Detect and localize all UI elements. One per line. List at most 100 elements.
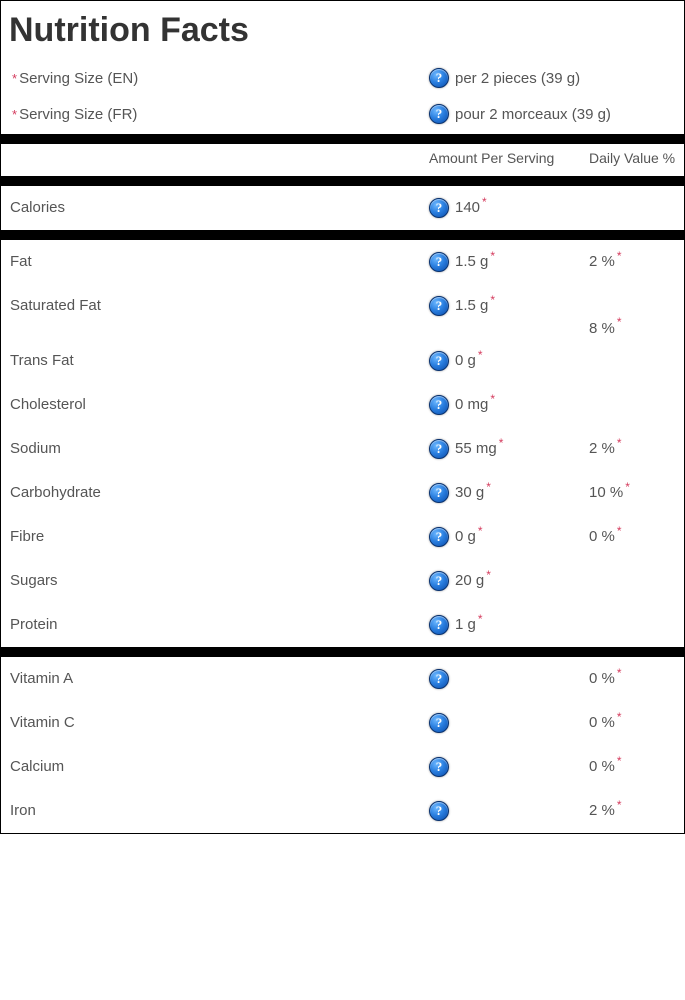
serving-en-label: Serving Size (EN) bbox=[19, 70, 138, 87]
help-icon[interactable]: ? bbox=[429, 669, 449, 689]
asterisk-icon: * bbox=[625, 480, 630, 494]
fibre-dv: 0 % bbox=[589, 528, 615, 545]
help-icon[interactable]: ? bbox=[429, 104, 449, 124]
separator-thick bbox=[1, 176, 684, 186]
nutrition-facts-panel: Nutrition Facts * Serving Size (EN) ? pe… bbox=[0, 0, 685, 834]
satfat-amount: 1.5 g bbox=[455, 297, 488, 314]
amount-header: Amount Per Serving bbox=[429, 150, 589, 168]
asterisk-icon: * bbox=[490, 293, 495, 307]
separator-thick bbox=[1, 134, 684, 144]
protein-row: Protein ? 1 g * bbox=[1, 603, 684, 647]
fat-dv: 2 % bbox=[589, 253, 615, 270]
separator-thick bbox=[1, 647, 684, 657]
asterisk-icon: * bbox=[478, 348, 483, 362]
sodium-dv: 2 % bbox=[589, 440, 615, 457]
serving-fr-value: pour 2 morceaux (39 g) bbox=[455, 106, 611, 123]
fibre-row: Fibre ? 0 g * 0 % * bbox=[1, 515, 684, 559]
asterisk-icon: * bbox=[490, 249, 495, 263]
asterisk-icon: * bbox=[617, 798, 622, 812]
vitc-row: Vitamin C ? 0 % * bbox=[1, 701, 684, 745]
cholesterol-label: Cholesterol bbox=[10, 396, 86, 413]
asterisk-icon: * bbox=[490, 392, 495, 406]
vitc-dv: 0 % bbox=[589, 714, 615, 731]
vita-dv: 0 % bbox=[589, 670, 615, 687]
carb-label: Carbohydrate bbox=[10, 484, 101, 501]
fat-amount: 1.5 g bbox=[455, 253, 488, 270]
help-icon[interactable]: ? bbox=[429, 439, 449, 459]
asterisk-icon: * bbox=[12, 107, 17, 122]
asterisk-icon: * bbox=[617, 315, 622, 329]
protein-amount: 1 g bbox=[455, 616, 476, 633]
help-icon[interactable]: ? bbox=[429, 296, 449, 316]
transfat-label: Trans Fat bbox=[10, 352, 74, 369]
sugars-amount: 20 g bbox=[455, 572, 484, 589]
asterisk-icon: * bbox=[617, 754, 622, 768]
satfat-dv: 8 % bbox=[589, 320, 615, 337]
carb-row: Carbohydrate ? 30 g * 10 % * bbox=[1, 471, 684, 515]
sodium-label: Sodium bbox=[10, 440, 61, 457]
dv-header: Daily Value % bbox=[589, 150, 676, 168]
asterisk-icon: * bbox=[617, 436, 622, 450]
carb-dv: 10 % bbox=[589, 484, 623, 501]
serving-size-en-row: * Serving Size (EN) ? per 2 pieces (39 g… bbox=[1, 62, 684, 98]
fat-label: Fat bbox=[10, 253, 32, 270]
satfat-row: Saturated Fat ? 1.5 g * bbox=[1, 284, 684, 318]
calories-label: Calories bbox=[10, 199, 65, 216]
calories-row: Calories ? 140 * bbox=[1, 186, 684, 230]
calcium-label: Calcium bbox=[10, 758, 64, 775]
column-header-row: Amount Per Serving Daily Value % bbox=[1, 144, 684, 176]
help-icon[interactable]: ? bbox=[429, 198, 449, 218]
help-icon[interactable]: ? bbox=[429, 571, 449, 591]
calories-amount: 140 bbox=[455, 199, 480, 216]
fat-row: Fat ? 1.5 g * 2 % * bbox=[1, 240, 684, 284]
transfat-amount: 0 g bbox=[455, 352, 476, 369]
help-icon[interactable]: ? bbox=[429, 757, 449, 777]
protein-label: Protein bbox=[10, 616, 58, 633]
vita-label: Vitamin A bbox=[10, 670, 73, 687]
asterisk-icon: * bbox=[617, 710, 622, 724]
transfat-row: Trans Fat ? 0 g * bbox=[1, 349, 684, 383]
help-icon[interactable]: ? bbox=[429, 615, 449, 635]
calcium-dv: 0 % bbox=[589, 758, 615, 775]
asterisk-icon: * bbox=[478, 612, 483, 626]
iron-dv: 2 % bbox=[589, 802, 615, 819]
cholesterol-amount: 0 mg bbox=[455, 396, 488, 413]
vita-row: Vitamin A ? 0 % * bbox=[1, 657, 684, 701]
asterisk-icon: * bbox=[617, 666, 622, 680]
sodium-row: Sodium ? 55 mg * 2 % * bbox=[1, 427, 684, 471]
help-icon[interactable]: ? bbox=[429, 527, 449, 547]
asterisk-icon: * bbox=[617, 249, 622, 263]
sodium-amount: 55 mg bbox=[455, 440, 497, 457]
fibre-amount: 0 g bbox=[455, 528, 476, 545]
asterisk-icon: * bbox=[499, 436, 504, 450]
help-icon[interactable]: ? bbox=[429, 483, 449, 503]
separator-thin bbox=[1, 833, 684, 834]
asterisk-icon: * bbox=[617, 524, 622, 538]
separator-thick bbox=[1, 230, 684, 240]
help-icon[interactable]: ? bbox=[429, 395, 449, 415]
help-icon[interactable]: ? bbox=[429, 68, 449, 88]
help-icon[interactable]: ? bbox=[429, 713, 449, 733]
help-icon[interactable]: ? bbox=[429, 351, 449, 371]
fibre-label: Fibre bbox=[10, 528, 44, 545]
vitc-label: Vitamin C bbox=[10, 714, 75, 731]
carb-amount: 30 g bbox=[455, 484, 484, 501]
cholesterol-row: Cholesterol ? 0 mg * bbox=[1, 383, 684, 427]
serving-en-value: per 2 pieces (39 g) bbox=[455, 70, 580, 87]
page-title: Nutrition Facts bbox=[1, 1, 684, 62]
asterisk-icon: * bbox=[486, 568, 491, 582]
satfat-dv-row: 8 % * bbox=[1, 318, 684, 349]
asterisk-icon: * bbox=[12, 71, 17, 86]
asterisk-icon: * bbox=[482, 195, 487, 209]
help-icon[interactable]: ? bbox=[429, 801, 449, 821]
iron-label: Iron bbox=[10, 802, 36, 819]
serving-size-fr-row: * Serving Size (FR) ? pour 2 morceaux (3… bbox=[1, 98, 684, 134]
asterisk-icon: * bbox=[486, 480, 491, 494]
satfat-label: Saturated Fat bbox=[10, 297, 101, 314]
iron-row: Iron ? 2 % * bbox=[1, 789, 684, 833]
asterisk-icon: * bbox=[478, 524, 483, 538]
calcium-row: Calcium ? 0 % * bbox=[1, 745, 684, 789]
serving-fr-label: Serving Size (FR) bbox=[19, 106, 137, 123]
sugars-label: Sugars bbox=[10, 572, 58, 589]
help-icon[interactable]: ? bbox=[429, 252, 449, 272]
